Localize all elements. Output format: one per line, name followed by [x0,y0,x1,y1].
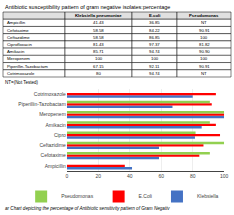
svg-text:60: 60 [158,173,164,179]
svg-text:Ciprofloxacin: Ciprofloxacin [7,42,32,47]
svg-text:100: 100 [220,173,229,179]
svg-text:90.90: 90.90 [199,49,210,54]
svg-text:92.11: 92.11 [149,64,160,69]
svg-text:ar Chart depicting the percent: ar Chart depicting the percentage of Ant… [5,206,170,211]
svg-text:97.37: 97.37 [149,42,160,47]
svg-text:41.43: 41.43 [93,20,104,25]
svg-text:NT: NT [201,20,207,25]
svg-text:Cefotaxime: Cefotaxime [41,152,67,158]
svg-text:Cotrimoxazole: Cotrimoxazole [7,71,35,76]
svg-text:58.58: 58.58 [93,28,104,33]
svg-text:94.74: 94.74 [149,71,160,76]
svg-text:Ceftazidime: Ceftazidime [7,35,30,40]
svg-text:Piperillin-Tazobactam: Piperillin-Tazobactam [7,64,48,69]
svg-text:Piperillin-Tazobactam: Piperillin-Tazobactam [18,101,66,107]
svg-text:100: 100 [200,56,208,61]
svg-text:80: 80 [190,173,196,179]
svg-text:NT=(Not Tested): NT=(Not Tested) [5,80,39,85]
svg-text:Pseudomonas: Pseudomonas [61,193,93,199]
svg-text:E.Coli: E.Coli [139,193,152,199]
svg-text:Ceftazidime: Ceftazidime [39,142,66,148]
svg-text:NT: NT [201,71,207,76]
svg-text:81.82: 81.82 [199,42,210,47]
svg-text:Cipro: Cipro [54,132,66,138]
svg-text:90.91: 90.91 [199,64,210,69]
svg-text:Meropenem: Meropenem [7,56,30,61]
svg-text:67.15: 67.15 [93,64,104,69]
svg-text:94.74: 94.74 [149,49,160,54]
svg-text:90.91: 90.91 [199,28,210,33]
svg-text:40: 40 [127,173,133,179]
svg-text:85.71: 85.71 [93,49,104,54]
svg-text:80: 80 [96,71,101,76]
svg-text:Klebsiella pneumoniae: Klebsiella pneumoniae [75,13,122,18]
svg-text:E.coli: E.coli [149,13,160,18]
svg-text:58.58: 58.58 [93,35,104,40]
svg-text:Cefotaxime: Cefotaxime [7,28,29,33]
svg-text:100: 100 [200,35,208,40]
svg-text:100: 100 [151,56,159,61]
svg-text:Klebsiella: Klebsiella [197,193,219,199]
svg-text:0: 0 [65,173,68,179]
svg-text:Pseudomonas: Pseudomonas [189,13,219,18]
svg-text:36.85: 36.85 [149,20,160,25]
svg-text:Meropenem: Meropenem [39,111,66,117]
svg-text:Antibiotic susceptibility patt: Antibiotic susceptibility pattern of gra… [5,4,170,10]
svg-text:Amikacin: Amikacin [46,122,67,128]
svg-text:Cotrimoxazole: Cotrimoxazole [34,91,66,97]
svg-text:20: 20 [96,173,102,179]
svg-text:Amikacin: Amikacin [7,49,25,54]
svg-text:84.22: 84.22 [149,28,160,33]
svg-text:Ampicillin: Ampicillin [45,163,66,169]
svg-text:86.85: 86.85 [149,35,160,40]
svg-text:Ampicillin: Ampicillin [7,20,26,25]
svg-text:100: 100 [95,56,103,61]
svg-text:81.43: 81.43 [93,42,104,47]
